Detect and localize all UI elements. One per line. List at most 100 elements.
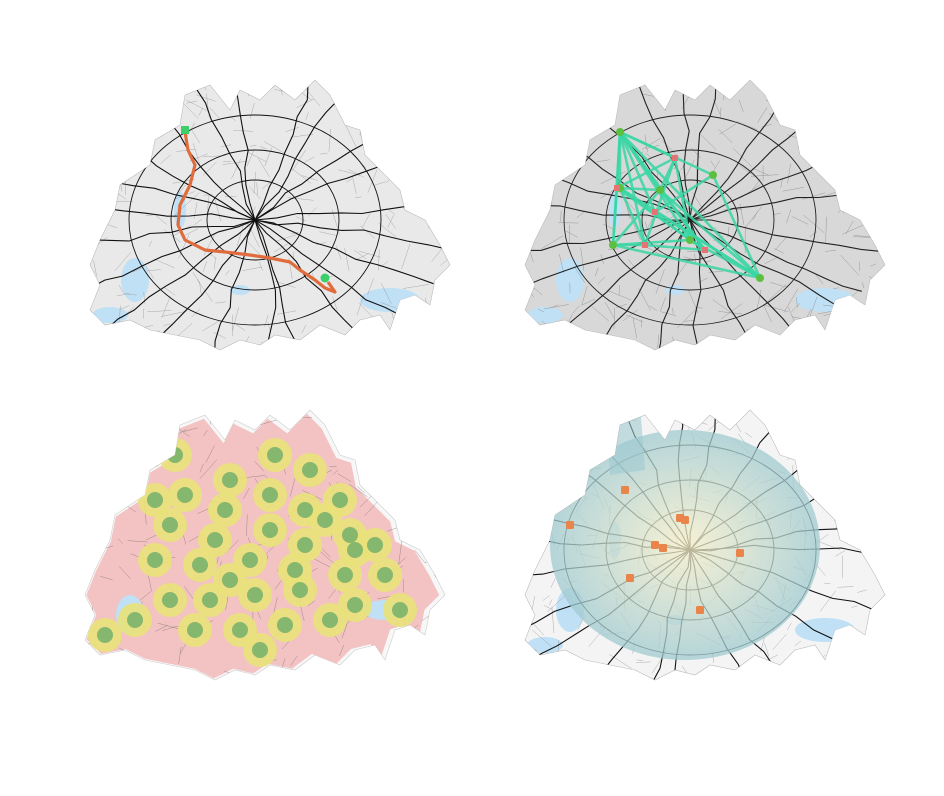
water-body — [527, 637, 563, 653]
od-edge — [654, 210, 761, 280]
service-area-inner — [222, 572, 238, 588]
origin-node — [709, 171, 717, 179]
service-area-inner — [297, 537, 313, 553]
destination-node — [642, 242, 648, 248]
service-area-inner — [332, 492, 348, 508]
major-road — [100, 219, 256, 335]
service-area-inner — [392, 602, 408, 618]
major-road — [254, 80, 310, 221]
service-area-inner — [262, 487, 278, 503]
major-road — [594, 219, 691, 350]
facility-marker — [681, 516, 689, 524]
major-road — [254, 80, 355, 221]
origin-node — [686, 236, 694, 244]
service-area-inner — [277, 617, 293, 633]
route-path — [176, 131, 337, 294]
od-edge — [711, 174, 762, 279]
facility-marker — [626, 574, 634, 582]
od-edge — [618, 131, 657, 213]
facility-marker — [696, 606, 704, 614]
od-edge — [643, 157, 677, 246]
od-edge — [619, 130, 676, 160]
service-area-inner — [127, 612, 143, 628]
major-road — [689, 219, 702, 350]
facility-marker — [736, 549, 744, 557]
service-area-inner — [287, 562, 303, 578]
origin-node — [656, 186, 664, 194]
service-area-inner — [167, 447, 183, 463]
service-area-inner — [97, 627, 113, 643]
facility-marker — [651, 541, 659, 549]
water-body — [795, 618, 855, 642]
major-road — [254, 219, 277, 350]
service-area-inner — [302, 462, 318, 478]
map-panel-isochrones — [84, 409, 446, 681]
service-area-inner — [297, 502, 313, 518]
service-area-inner — [177, 487, 193, 503]
od-edge — [673, 157, 692, 241]
service-area-inner — [342, 527, 358, 543]
origin-node — [616, 128, 624, 136]
facility-marker — [621, 486, 629, 494]
service-area-inner — [232, 622, 248, 638]
water-body — [121, 258, 149, 302]
service-area-inner — [192, 557, 208, 573]
destination-node — [614, 185, 620, 191]
od-edge — [616, 156, 676, 190]
od-edge — [654, 173, 714, 214]
major-road — [254, 219, 403, 317]
water-body — [360, 288, 420, 312]
service-area-inner — [147, 552, 163, 568]
service-area-inner — [267, 447, 283, 463]
service-area-inner — [247, 587, 263, 603]
service-area-inner — [252, 642, 268, 658]
service-area-inner — [162, 592, 178, 608]
major-road — [689, 219, 862, 292]
water-body — [92, 307, 128, 323]
major-road — [254, 219, 450, 251]
service-area-inner — [347, 542, 363, 558]
service-area-inner — [262, 522, 278, 538]
service-area-inner — [222, 472, 238, 488]
service-area-inner — [377, 567, 393, 583]
od-edge — [612, 243, 761, 280]
map-panel-od-network — [524, 79, 886, 351]
water-body — [230, 285, 250, 295]
major-road — [254, 219, 373, 350]
origin-node — [756, 274, 764, 282]
destination-node — [702, 247, 708, 253]
destination-node — [672, 155, 678, 161]
water-body — [795, 288, 855, 312]
facility-marker — [659, 544, 667, 552]
map-panel-accessibility — [524, 409, 886, 681]
service-area-inner — [147, 492, 163, 508]
water-body — [556, 258, 584, 302]
major-road — [90, 219, 256, 293]
od-edge — [615, 131, 622, 189]
berlin-boundary — [89, 79, 451, 351]
accessibility-arm — [605, 410, 645, 475]
service-area-inner — [162, 517, 178, 533]
accessibility-surface — [550, 430, 820, 660]
od-edge — [612, 189, 661, 246]
service-area-inner — [202, 592, 218, 608]
service-area-inner — [317, 512, 333, 528]
od-edge — [618, 187, 647, 246]
service-area-inner — [367, 537, 383, 553]
major-road — [690, 219, 884, 253]
destination-node — [652, 209, 658, 215]
service-area-inner — [347, 597, 363, 613]
major-road — [525, 219, 691, 289]
od-edge — [659, 189, 761, 279]
od-edge — [611, 187, 619, 246]
map-panel-route — [89, 79, 451, 351]
major-road — [689, 80, 724, 221]
major-road — [187, 80, 256, 221]
major-road — [150, 219, 256, 350]
service-area-inner — [337, 567, 353, 583]
service-area-inner — [207, 532, 223, 548]
facility-marker — [566, 521, 574, 529]
major-road — [629, 80, 691, 221]
service-area-inner — [322, 612, 338, 628]
